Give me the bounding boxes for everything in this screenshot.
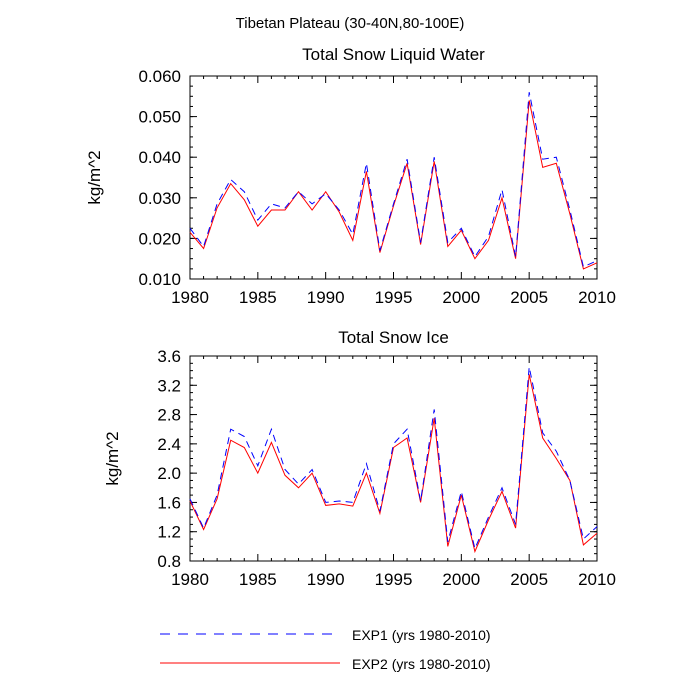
x-tick-label: 1985 bbox=[239, 570, 277, 589]
x-tick-label: 1980 bbox=[171, 570, 209, 589]
x-tick-label: 1980 bbox=[171, 288, 209, 307]
series-line-exp2-p0 bbox=[189, 100, 598, 270]
y-tick-label: 0.060 bbox=[138, 67, 181, 86]
y-tick-label: 0.040 bbox=[138, 148, 181, 167]
chart-title-p0: Total Snow Liquid Water bbox=[302, 45, 485, 64]
x-tick-label: 2000 bbox=[442, 570, 480, 589]
plot-frame-p1 bbox=[189, 355, 598, 562]
x-tick-label: 2000 bbox=[442, 288, 480, 307]
x-tick-label: 1990 bbox=[307, 570, 345, 589]
y-tick-label: 3.6 bbox=[157, 347, 181, 366]
legend-label-exp2: EXP2 (yrs 1980-2010) bbox=[352, 656, 491, 672]
legend: EXP1 (yrs 1980-2010) EXP2 (yrs 1980-2010… bbox=[160, 627, 491, 672]
x-tick-label: 2005 bbox=[510, 288, 548, 307]
y-tick-label: 1.2 bbox=[157, 523, 181, 542]
x-tick-label: 1990 bbox=[307, 288, 345, 307]
y-tick-label: 2.0 bbox=[157, 464, 181, 483]
y-tick-label: 0.010 bbox=[138, 270, 181, 289]
series-line-exp2-p1 bbox=[189, 374, 598, 554]
x-tick-label: 1995 bbox=[375, 288, 413, 307]
y-axis-label-p1: kg/m^2 bbox=[103, 431, 122, 485]
chart-title-p1: Total Snow Ice bbox=[338, 328, 449, 347]
legend-label-exp1: EXP1 (yrs 1980-2010) bbox=[352, 627, 491, 643]
x-tick-label: 2010 bbox=[578, 570, 616, 589]
x-tick-label: 2010 bbox=[578, 288, 616, 307]
x-tick-label: 2005 bbox=[510, 570, 548, 589]
plot-frame-p0 bbox=[189, 75, 598, 280]
panel-total-snow-ice: Total Snow Ice kg/m^2 1980 1985 1990 1995 2000… bbox=[103, 328, 616, 589]
series-line-exp1-p0 bbox=[189, 92, 598, 268]
y-tick-label: 1.6 bbox=[157, 493, 181, 512]
y-tick-label: 2.8 bbox=[157, 406, 181, 425]
y-tick-label: 2.4 bbox=[157, 435, 181, 454]
y-tick-label: 0.050 bbox=[138, 108, 181, 127]
figure-suptitle: Tibetan Plateau (30-40N,80-100E) bbox=[236, 15, 465, 32]
x-tick-label: 1985 bbox=[239, 288, 277, 307]
panel-total-snow-liquid-water: Total Snow Liquid Water kg/m^2 1980 1985 199… bbox=[85, 45, 616, 307]
y-tick-label: 3.2 bbox=[157, 376, 181, 395]
y-tick-label: 0.8 bbox=[157, 552, 181, 571]
y-tick-label: 0.030 bbox=[138, 189, 181, 208]
y-axis-label-p0: kg/m^2 bbox=[85, 150, 104, 204]
x-tick-label: 1995 bbox=[375, 570, 413, 589]
y-tick-label: 0.020 bbox=[138, 229, 181, 248]
series-line-exp1-p1 bbox=[189, 366, 598, 551]
